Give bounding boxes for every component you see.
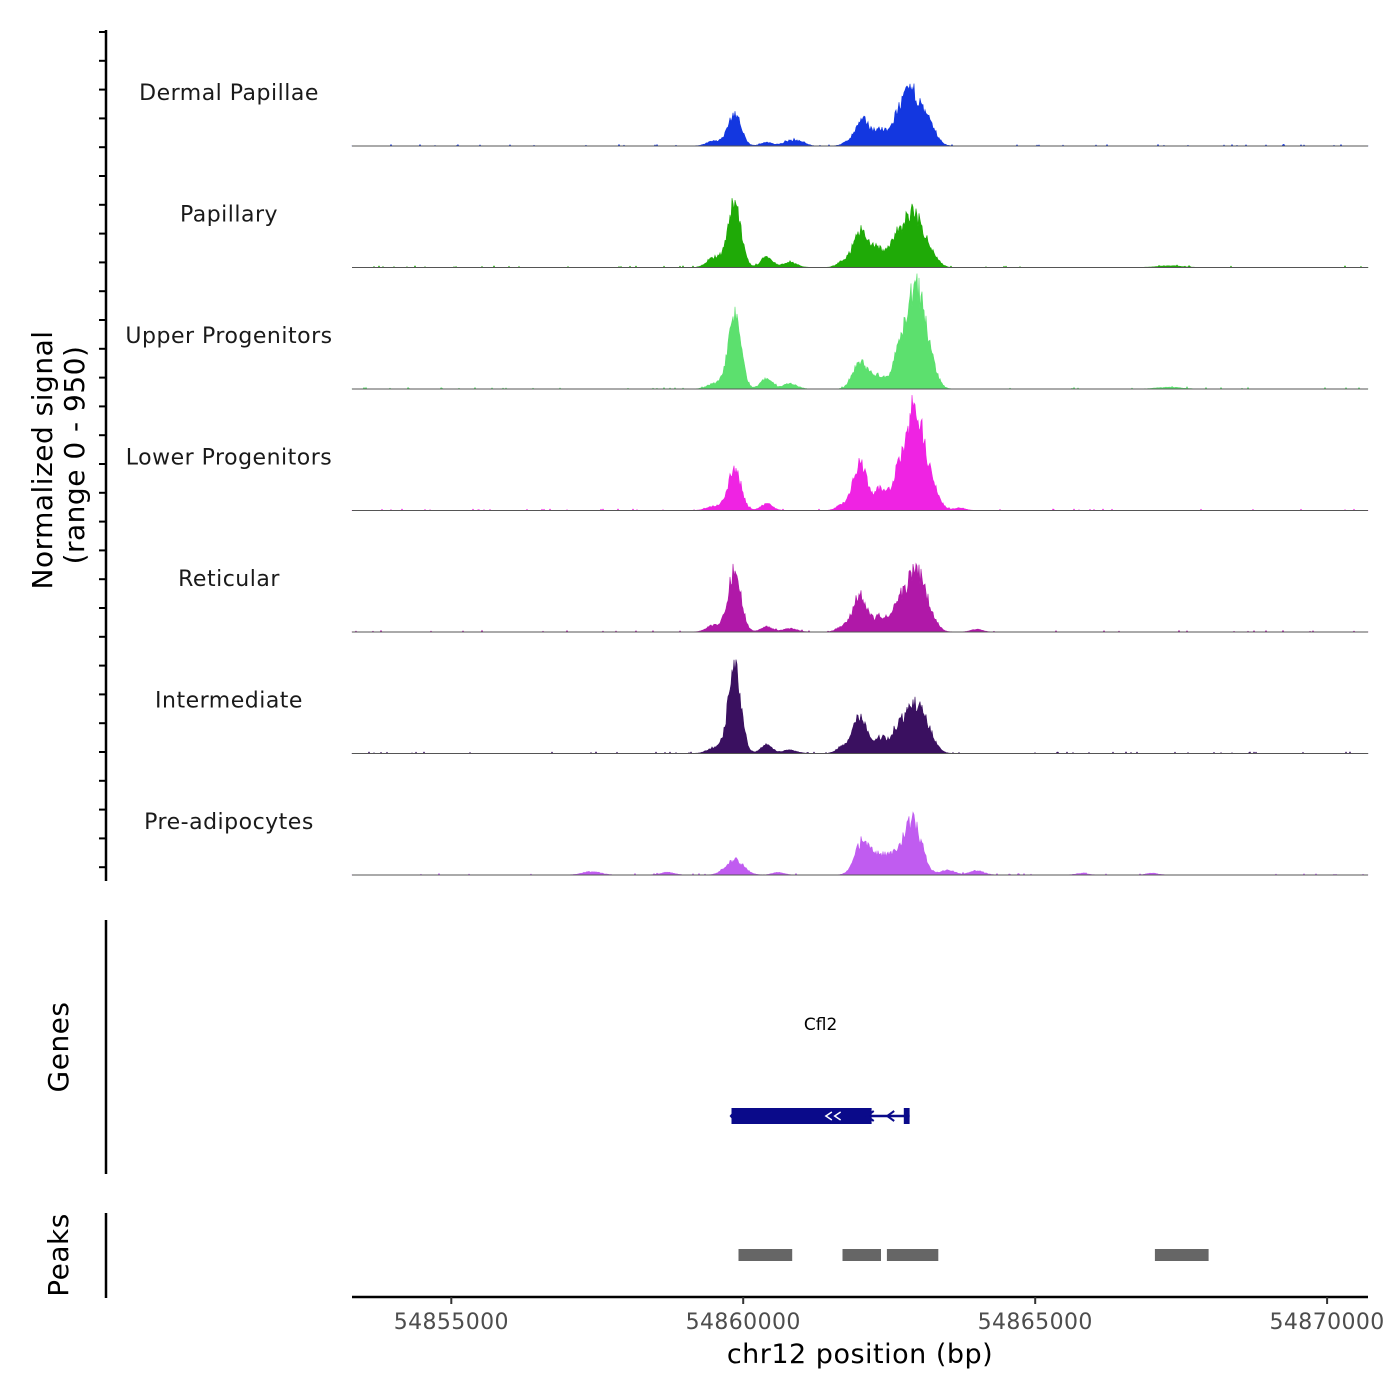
gene-label: Cfl2: [804, 1015, 837, 1035]
strand-arrow-icon: [824, 1111, 833, 1121]
track-lower-progenitors: Lower Progenitors: [126, 394, 1369, 511]
peak-region: [1154, 1249, 1209, 1261]
signal-area: [351, 83, 1369, 147]
track-label: Pre-adipocytes: [144, 810, 314, 835]
peak-region: [738, 1249, 793, 1261]
y-axis-label-line1: Normalized signal: [26, 330, 59, 589]
x-axis-ticks: 54855000 54860000 54865000 54870000: [394, 1297, 1385, 1335]
track-pre-adipocytes: Pre-adipocytes: [144, 810, 1369, 876]
signal-y-ticks: [99, 31, 106, 869]
strand-arrow-icon: [833, 1111, 842, 1121]
signal-area: [351, 394, 1369, 511]
track-reticular: Reticular: [178, 562, 1369, 633]
gene-exon: [825, 1108, 831, 1124]
peak-region: [886, 1249, 939, 1261]
strand-arrow-icon: [865, 1110, 875, 1122]
track-upper-progenitors: Upper Progenitors: [125, 273, 1369, 390]
gene-exon: [845, 1108, 863, 1124]
signal-area: [351, 811, 1369, 876]
track-papillary: Papillary: [180, 198, 1369, 268]
track-label: Lower Progenitors: [126, 446, 332, 471]
signal-area: [351, 659, 1369, 754]
gene-model-cfl2: [729, 1108, 910, 1124]
genes-panel-label: Genes: [42, 1002, 75, 1093]
coverage-tracks: Dermal Papillae Papillary Upper Progenitor…: [125, 81, 1369, 876]
peaks-panel-label: Peaks: [42, 1213, 75, 1297]
strand-arrow-icon: [885, 1110, 895, 1122]
peak-regions: [738, 1249, 1209, 1261]
y-axis-label-line2: (range 0 - 950): [58, 346, 91, 565]
track-label: Intermediate: [155, 689, 303, 714]
peak-region: [842, 1249, 881, 1261]
x-tick-label: 54865000: [978, 1310, 1093, 1335]
x-tick-label: 54870000: [1270, 1310, 1385, 1335]
track-dermal-papillae: Dermal Papillae: [139, 81, 1369, 147]
track-label: Reticular: [178, 567, 280, 592]
track-label: Papillary: [180, 203, 278, 228]
x-tick-label: 54855000: [394, 1310, 509, 1335]
signal-area: [351, 198, 1369, 268]
signal-area: [351, 273, 1369, 390]
gene-end-arrow-icon: [729, 1109, 736, 1123]
track-intermediate: Intermediate: [155, 659, 1369, 754]
x-axis-label: chr12 position (bp): [727, 1339, 993, 1370]
track-label: Upper Progenitors: [125, 324, 332, 349]
track-label: Dermal Papillae: [139, 81, 319, 106]
signal-area: [351, 562, 1369, 633]
x-tick-label: 54860000: [686, 1310, 801, 1335]
gene-exon: [903, 1108, 910, 1124]
